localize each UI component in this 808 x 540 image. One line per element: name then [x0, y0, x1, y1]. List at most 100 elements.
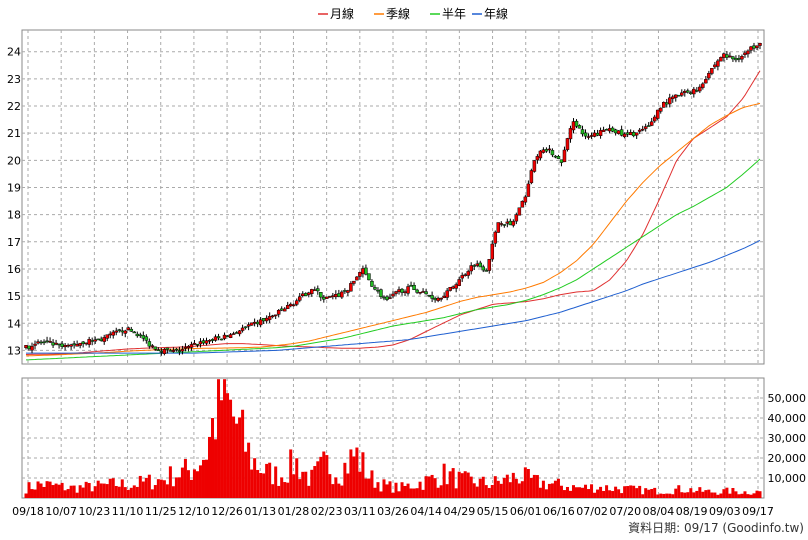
volume-bar: [244, 451, 248, 498]
volume-bar: [81, 487, 85, 498]
candle-body: [469, 265, 473, 272]
candle-body: [93, 339, 97, 342]
candle-body: [427, 294, 431, 297]
volume-bar: [376, 482, 380, 498]
volume-bar: [229, 399, 233, 498]
candle-body: [27, 345, 31, 350]
candle-body: [279, 308, 284, 311]
candle-body: [661, 102, 666, 108]
volume-bar: [33, 489, 37, 498]
candle-body: [108, 333, 112, 336]
volume-bar: [593, 492, 597, 498]
price-tick-label: 16: [7, 263, 21, 276]
candle-body: [192, 343, 197, 345]
volume-bar: [617, 489, 621, 498]
candle-body: [72, 343, 76, 346]
candle-body: [568, 128, 573, 140]
candle-body: [616, 130, 621, 134]
volume-bar: [695, 490, 699, 498]
volume-bar: [701, 491, 705, 498]
candle-body: [749, 46, 753, 51]
candle-body: [394, 291, 398, 294]
candle-body: [144, 336, 149, 341]
volume-bar: [448, 471, 452, 498]
volume-bar: [316, 461, 320, 498]
volume-bar: [358, 471, 362, 498]
price-tick-label: 19: [7, 181, 21, 194]
price-tick-label: 20: [7, 154, 21, 167]
candle-body: [649, 121, 654, 126]
volume-bar: [45, 481, 49, 498]
candle-body: [285, 305, 290, 309]
candle-body: [322, 296, 326, 300]
candle-body: [442, 295, 446, 298]
candle-body: [328, 296, 332, 298]
candle-body: [646, 125, 651, 127]
chart-grid: [22, 30, 764, 498]
volume-bar: [421, 489, 425, 498]
volume-bar: [626, 486, 630, 498]
candle-body: [195, 343, 200, 346]
candle-body: [301, 293, 305, 297]
volume-bar: [177, 477, 181, 498]
volume-bar: [433, 478, 437, 498]
volume-bar: [731, 488, 735, 498]
volume-bar: [334, 477, 338, 498]
x-tick-label: 03/26: [377, 505, 409, 518]
volume-bar: [271, 484, 275, 498]
volume-bar: [538, 487, 542, 498]
volume-bar: [93, 486, 97, 498]
candle-body: [725, 54, 729, 58]
candle-body: [686, 90, 690, 93]
volume-bar: [574, 487, 579, 498]
candle-body: [499, 223, 504, 225]
volume-bar: [424, 476, 428, 498]
volume-bar: [238, 417, 242, 498]
candle-body: [604, 129, 609, 131]
volume-bar: [758, 491, 762, 498]
volume-bar: [223, 379, 227, 498]
volume-bar: [680, 492, 684, 498]
candle-body: [180, 349, 185, 352]
volume-bar: [90, 491, 94, 498]
candle-body: [319, 292, 323, 298]
volume-bar: [436, 487, 440, 498]
candle-body: [258, 319, 263, 326]
candle-body: [634, 132, 639, 136]
volume-bar: [66, 489, 70, 498]
candle-body: [475, 263, 479, 266]
candle-body: [54, 342, 58, 345]
candle-body: [45, 340, 49, 343]
volume-bar: [186, 470, 190, 498]
candle-body: [246, 324, 251, 327]
candle-body: [652, 116, 657, 122]
volume-bar: [535, 475, 539, 498]
volume-bar: [716, 494, 720, 498]
volume-bar: [168, 466, 172, 498]
candle-body: [701, 83, 705, 88]
volume-bar: [635, 488, 639, 498]
price-tick-label: 24: [7, 46, 21, 59]
candle-body: [710, 68, 714, 74]
candle-body: [264, 317, 269, 322]
volume-bar: [686, 492, 690, 498]
candle-body: [159, 351, 164, 353]
volume-bar: [207, 436, 212, 498]
volume-bar: [581, 487, 585, 498]
volume-bar: [599, 486, 603, 498]
candle-body: [81, 341, 85, 344]
candle-body: [361, 268, 365, 275]
x-tick-label: 04/29: [444, 505, 476, 518]
candle-body: [589, 135, 594, 137]
volume-bar: [211, 418, 215, 498]
candle-body: [493, 231, 498, 244]
volume-bar: [692, 492, 696, 498]
candle-body: [24, 345, 28, 349]
volume-bar: [469, 476, 473, 498]
volume-bar: [259, 473, 263, 498]
volume-bar: [526, 469, 530, 498]
candle-body: [448, 287, 452, 291]
volume-bar: [391, 492, 395, 498]
candle-body: [210, 339, 215, 341]
candle-body: [313, 289, 317, 291]
